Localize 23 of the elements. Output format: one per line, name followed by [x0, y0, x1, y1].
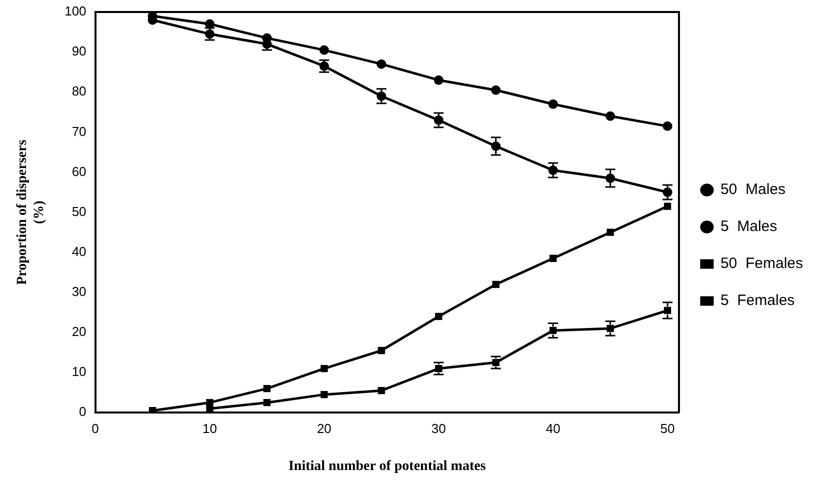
legend-label: 5 Males — [720, 218, 778, 236]
y-tick-label: 20 — [72, 324, 86, 340]
y-tick-label: 0 — [79, 404, 86, 420]
y-tick-label: 40 — [72, 244, 86, 259]
y-tick-label: 30 — [72, 284, 86, 299]
legend-label: 50 Males — [720, 181, 786, 198]
y-tick-label: 60 — [72, 164, 86, 179]
x-tick-label: 20 — [316, 420, 332, 436]
y-tick-label: 80 — [72, 84, 86, 99]
legend-label: 50 Females — [720, 255, 804, 272]
y-tick-label: 10 — [72, 364, 86, 380]
legend-label: 5 Females — [720, 292, 795, 310]
y-tick-label: 70 — [72, 124, 86, 139]
x-tick-label: 40 — [546, 420, 560, 436]
y-tick-label: 90 — [72, 44, 86, 59]
x-axis-title: Initial number of potential mates — [288, 459, 486, 474]
y-axis-title: Proportion of dispersers (%) — [15, 139, 47, 285]
x-tick-label: 30 — [431, 420, 446, 436]
y-tick-label: 50 — [72, 204, 86, 219]
x-tick-label: 10 — [202, 420, 217, 436]
x-tick-label: 0 — [92, 420, 99, 436]
y-tick-label: 100 — [64, 4, 86, 19]
x-tick-label: 50 — [660, 420, 675, 436]
